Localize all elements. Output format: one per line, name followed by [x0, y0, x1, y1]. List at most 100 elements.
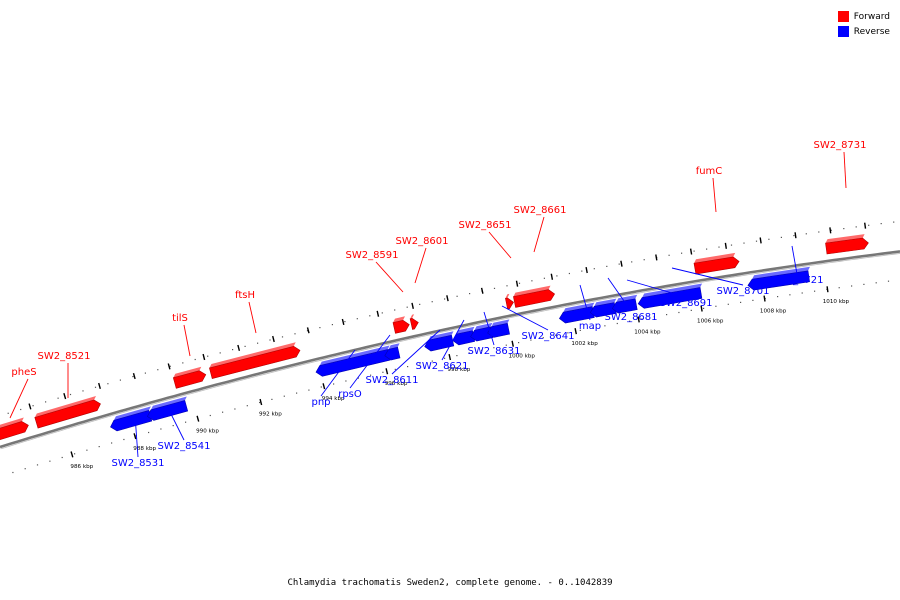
forward-track-dot [20, 408, 22, 411]
reverse-track-dot [296, 392, 298, 394]
legend-reverse-label: Reverse [853, 26, 890, 37]
gene-ftsh[interactable] [209, 342, 301, 379]
gene-top-face [150, 396, 187, 410]
major-tick [70, 451, 74, 458]
forward-track-dot [331, 324, 333, 326]
gene-sw2-8541[interactable] [147, 396, 189, 421]
gene-sw2-8521[interactable] [34, 396, 101, 429]
reverse-track-dot [345, 380, 347, 382]
leader-sw2-8631 [483, 311, 495, 346]
forward-track-dot [805, 233, 807, 235]
reverse-track-dot [246, 405, 248, 407]
forward-track-dotted-line [7, 221, 895, 414]
major-tick [826, 286, 829, 293]
reverse-track-dot [61, 456, 63, 459]
gene-body [209, 345, 301, 379]
major-tick [446, 295, 449, 302]
reverse-track-dot [863, 283, 865, 285]
forward-track-dot [643, 259, 645, 261]
forward-track-dot [456, 295, 458, 297]
gene-sw2-8681[interactable] [589, 298, 617, 318]
gene-sw2-8641[interactable] [487, 319, 510, 338]
reverse-track-dot [752, 299, 754, 301]
forward-track-dot [743, 242, 745, 244]
gene-body [589, 302, 617, 318]
reverse-track-dot [579, 329, 581, 331]
reverse-track-dot [308, 389, 310, 391]
gene-sw2-8731[interactable] [825, 234, 869, 255]
gene-top-face [209, 342, 296, 368]
label-ftsh: ftsH [235, 290, 255, 301]
reverse-track-dot [777, 296, 779, 298]
gene-pnp[interactable] [315, 345, 391, 377]
gene-sw2-8591[interactable] [392, 316, 410, 334]
forward-track-dot [207, 355, 209, 357]
leader-sw2-8701 [671, 267, 744, 286]
forward-track-dot [830, 229, 832, 231]
major-tick [132, 373, 136, 380]
label-sw2-8661: SW2_8661 [513, 205, 566, 216]
forward-track-dot [281, 336, 284, 338]
major-tick [272, 335, 275, 343]
gene-sw2-8661[interactable] [513, 285, 556, 308]
leader-sw2-8601 [414, 247, 427, 284]
forward-track-dot [531, 280, 533, 282]
forward-track-dot [668, 254, 670, 256]
forward-track-dot [730, 244, 733, 246]
label-tils: tilS [172, 313, 188, 324]
gene-fumc[interactable] [693, 252, 740, 275]
label-map: map [579, 321, 601, 332]
forward-track-dot [319, 327, 321, 329]
major-tick [376, 310, 380, 317]
legend-forward: Forward [837, 9, 890, 24]
reverse-track-dot [382, 371, 384, 373]
scale-label-1010: 1010 kbp [823, 299, 850, 305]
reverse-track-dot [49, 460, 51, 462]
gene-top-face [563, 302, 595, 313]
forward-track-dot [394, 309, 396, 311]
forward-track-dot [244, 345, 246, 347]
leader-sw2-8641 [501, 305, 549, 331]
reverse-track-dot [616, 322, 618, 325]
backbone-line [0, 250, 900, 449]
gene-sw2-8611[interactable] [424, 331, 455, 352]
gene-sw2-8621[interactable] [452, 326, 476, 346]
gene-sw2-8701[interactable] [637, 283, 703, 309]
leader-fumc [712, 177, 717, 213]
reverse-track-dot [875, 282, 877, 284]
scale-label-1006: 1006 kbp [697, 319, 724, 325]
gene-body [747, 270, 810, 291]
gene-sw2-8651[interactable] [505, 293, 514, 310]
major-tick [341, 318, 345, 326]
gene-sw2-8721[interactable] [747, 266, 810, 291]
scale-ticks: 986 kbp 988 kbp 990 kbp 992 kbp 994 kbp 996 k… [28, 222, 867, 470]
gene-tils[interactable] [172, 366, 207, 389]
leader-phes [9, 378, 29, 419]
forward-track-dot [144, 372, 146, 374]
gene-sw2-8691[interactable] [611, 294, 638, 314]
forward-track-dot [581, 270, 583, 272]
forward-track-dot [880, 223, 882, 225]
reverse-track-dot [172, 425, 174, 427]
gene-sw2-8531[interactable] [110, 406, 153, 432]
gene-body [315, 349, 391, 377]
major-tick [385, 368, 389, 375]
reverse-track-dot [185, 421, 187, 423]
major-tick [237, 344, 241, 351]
leader-sw2-8721 [791, 245, 798, 275]
scale-label-1000: 1000 kbp [509, 354, 536, 360]
forward-track-dot [469, 293, 471, 295]
gene-sw2-8601[interactable] [409, 314, 419, 330]
gene-phes[interactable] [0, 417, 29, 443]
major-tick [829, 227, 832, 234]
reverse-track-dot [86, 449, 88, 451]
reverse-track-dot [98, 446, 100, 448]
forward-track-dot [618, 263, 620, 265]
gene-rpso[interactable] [384, 343, 401, 361]
gene-body [424, 334, 455, 352]
major-tick [637, 316, 640, 323]
reverse-track-dot [727, 303, 729, 305]
reverse-track-dot [678, 311, 680, 314]
forward-track-dot [444, 298, 446, 300]
gene-map[interactable] [559, 302, 595, 324]
